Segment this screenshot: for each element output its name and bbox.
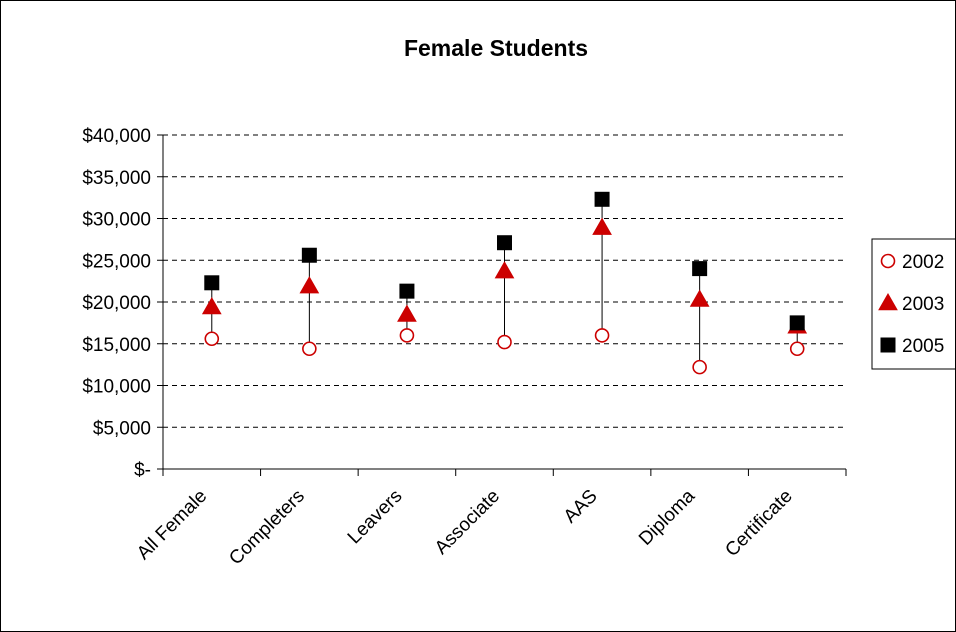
y-tick-label: $30,000 (82, 210, 151, 231)
y-tick-label: $25,000 (82, 251, 151, 272)
x-tick-label: Certificate (721, 486, 796, 561)
data-point-2003 (397, 304, 417, 322)
axes (157, 134, 847, 476)
legend-label: 2005 (902, 336, 944, 357)
data-point-2005 (594, 191, 610, 207)
data-point-2002 (204, 331, 220, 347)
legend-label: 2002 (902, 252, 944, 273)
data-point-2002 (789, 341, 805, 357)
data-point-2002 (302, 341, 317, 357)
legend-marker-2002 (880, 253, 896, 269)
y-tick-label: $40,000 (82, 126, 151, 147)
x-tick-label: AAS (560, 486, 602, 528)
data-point-2003 (201, 297, 222, 315)
x-tick-label: All Female (133, 486, 211, 564)
data-point-2002 (692, 359, 707, 375)
data-point-2005 (399, 283, 415, 299)
x-tick-label: Leavers (344, 486, 407, 549)
data-point-2003 (689, 289, 710, 307)
data-points (201, 191, 808, 375)
legend-marker-2005 (880, 337, 896, 353)
data-point-2002 (594, 328, 610, 343)
y-tick-label: $20,000 (82, 293, 151, 314)
y-tick-label: $5,000 (93, 418, 151, 439)
y-tick-label: $15,000 (82, 335, 151, 356)
chart-title: Female Students (404, 35, 588, 61)
data-point-2005 (692, 261, 708, 277)
y-tick-label: $10,000 (82, 377, 151, 398)
data-point-2003 (299, 276, 320, 294)
x-tick-label: Diploma (635, 485, 699, 549)
legend: 2002 2003 2005 (871, 238, 955, 370)
data-point-2005 (789, 315, 805, 331)
legend-marker-2003 (878, 292, 898, 311)
data-point-2002 (399, 328, 415, 343)
y-axis-tick-labels: $- $5,000 $10,000 $15,000 $20,000 $25,000 $30,… (82, 126, 151, 481)
x-axis-tick-labels: All Female Completers Leavers Associate AAS D… (133, 485, 797, 569)
grid (163, 134, 846, 428)
data-point-2005 (301, 247, 317, 263)
y-tick-label: $35,000 (82, 168, 151, 189)
data-point-2002 (497, 334, 512, 350)
data-point-2005 (497, 235, 512, 251)
data-point-2003 (494, 261, 515, 279)
x-tick-label: Associate (431, 486, 504, 559)
legend-label: 2003 (902, 294, 944, 315)
y-tick-label: $- (134, 460, 151, 481)
data-point-2003 (592, 217, 612, 235)
data-point-2005 (204, 275, 220, 291)
x-tick-label: Completers (225, 486, 309, 570)
